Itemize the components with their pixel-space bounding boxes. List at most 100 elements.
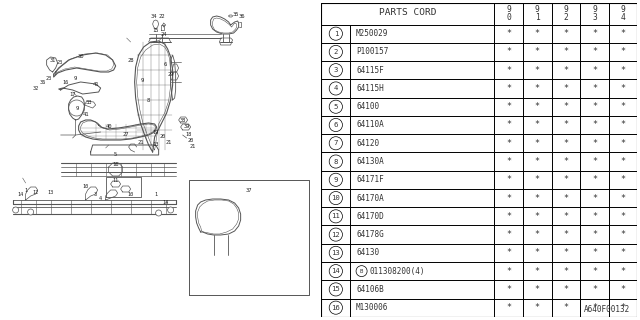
Bar <box>580 262 609 280</box>
Text: *: * <box>592 157 597 166</box>
Bar <box>321 226 350 244</box>
Bar <box>350 25 494 43</box>
Text: *: * <box>534 139 540 148</box>
Bar <box>552 25 580 43</box>
Bar <box>552 299 580 317</box>
Text: 1: 1 <box>333 31 338 37</box>
Text: *: * <box>621 175 626 184</box>
Text: A640F00132: A640F00132 <box>584 305 630 314</box>
Bar <box>523 262 552 280</box>
Text: 8: 8 <box>333 158 338 164</box>
Bar <box>350 61 494 79</box>
Text: *: * <box>592 139 597 148</box>
Bar <box>609 134 637 152</box>
Bar <box>350 189 494 207</box>
Bar <box>321 134 350 152</box>
Bar <box>523 244 552 262</box>
Text: 36: 36 <box>40 81 46 85</box>
Bar <box>494 116 523 134</box>
Bar <box>523 226 552 244</box>
Text: *: * <box>563 66 568 75</box>
Text: 16: 16 <box>332 305 340 311</box>
Text: 21: 21 <box>138 140 144 145</box>
Text: *: * <box>506 47 511 56</box>
Bar <box>552 61 580 79</box>
Text: 9
2: 9 2 <box>563 5 568 22</box>
Text: *: * <box>563 303 568 312</box>
Text: 9
0: 9 0 <box>506 5 511 22</box>
Text: *: * <box>621 230 626 239</box>
Text: *: * <box>592 285 597 294</box>
Bar <box>523 299 552 317</box>
Bar <box>552 280 580 299</box>
Bar <box>350 207 494 226</box>
Bar <box>523 98 552 116</box>
Bar <box>609 61 637 79</box>
Bar <box>580 280 609 299</box>
Circle shape <box>329 82 342 95</box>
Bar <box>580 98 609 116</box>
Bar <box>580 134 609 152</box>
Bar <box>321 262 350 280</box>
Text: 64115F: 64115F <box>356 66 384 75</box>
Text: 10: 10 <box>332 195 340 201</box>
Text: *: * <box>506 212 511 221</box>
Text: *: * <box>534 230 540 239</box>
Text: 27: 27 <box>122 132 129 138</box>
Text: 64130A: 64130A <box>356 157 384 166</box>
Bar <box>494 98 523 116</box>
Text: 64170A: 64170A <box>356 194 384 203</box>
Text: 64171F: 64171F <box>356 175 384 184</box>
Text: 11: 11 <box>332 213 340 219</box>
Text: *: * <box>621 248 626 257</box>
Bar <box>523 3 552 25</box>
Text: 1: 1 <box>24 188 28 193</box>
Text: 6: 6 <box>164 62 167 68</box>
Text: *: * <box>621 157 626 166</box>
Text: 9: 9 <box>141 77 144 83</box>
Text: *: * <box>563 248 568 257</box>
Bar <box>350 244 494 262</box>
Text: B: B <box>360 268 364 274</box>
Bar <box>350 299 494 317</box>
Text: *: * <box>592 175 597 184</box>
Text: 18: 18 <box>186 132 192 137</box>
Text: 14: 14 <box>17 191 24 196</box>
Text: *: * <box>506 102 511 111</box>
Text: 3: 3 <box>94 191 97 196</box>
Text: 64110A: 64110A <box>356 121 384 130</box>
Text: *: * <box>534 29 540 38</box>
Text: *: * <box>621 66 626 75</box>
Text: 6: 6 <box>333 122 338 128</box>
Text: *: * <box>534 285 540 294</box>
Bar <box>494 152 523 171</box>
Text: *: * <box>563 212 568 221</box>
Text: 13: 13 <box>152 142 159 148</box>
Text: 64100: 64100 <box>356 102 379 111</box>
Bar <box>321 43 350 61</box>
Text: 9
1: 9 1 <box>535 5 540 22</box>
Circle shape <box>329 173 342 186</box>
Bar <box>609 79 637 98</box>
Text: 2: 2 <box>333 49 338 55</box>
Text: 9: 9 <box>76 106 79 110</box>
Bar <box>350 262 494 280</box>
Bar <box>523 61 552 79</box>
Bar <box>609 25 637 43</box>
Bar <box>321 189 350 207</box>
Bar <box>552 3 580 25</box>
Bar <box>552 262 580 280</box>
Bar <box>523 207 552 226</box>
Bar <box>494 61 523 79</box>
Bar <box>580 116 609 134</box>
Text: 38: 38 <box>179 117 186 123</box>
Text: *: * <box>534 66 540 75</box>
Bar <box>609 207 637 226</box>
Bar <box>321 79 350 98</box>
Bar <box>321 280 350 299</box>
Text: *: * <box>592 121 597 130</box>
Text: *: * <box>563 230 568 239</box>
Bar <box>494 3 523 25</box>
Bar <box>350 152 494 171</box>
Bar <box>552 171 580 189</box>
